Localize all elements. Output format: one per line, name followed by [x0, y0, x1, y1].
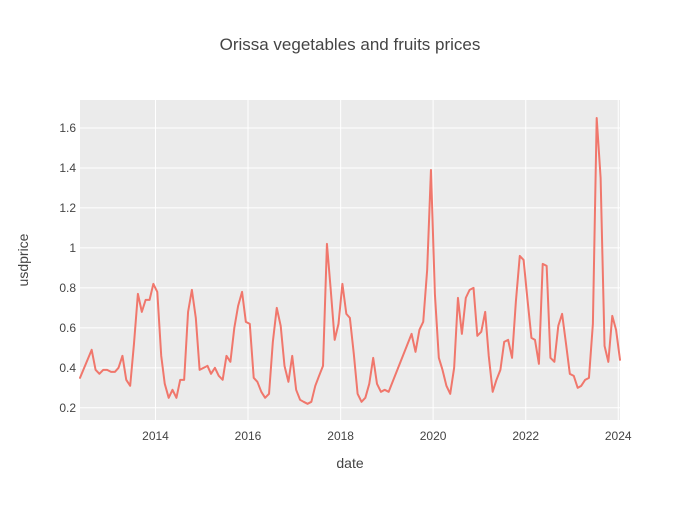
- tick-labels: 0.2 0.4 0.6 0.8 1 1.2 1.4 1.6 2014 2016 2018 2020 20…: [59, 121, 632, 443]
- y-tick-label: 1.6: [59, 121, 76, 135]
- x-axis-title: date: [336, 455, 363, 471]
- y-tick-label: 1.2: [59, 201, 76, 215]
- series-layer: [79, 116, 621, 405]
- y-tick-label: 0.4: [59, 361, 76, 375]
- price-series-line: [79, 116, 621, 405]
- x-tick-label: 2024: [605, 429, 632, 443]
- x-tick-label: 2014: [142, 429, 169, 443]
- y-tick-label: 0.6: [59, 321, 76, 335]
- y-tick-label: 1: [69, 241, 76, 255]
- plot-area: [80, 100, 620, 420]
- chart-title: Orissa vegetables and fruits prices: [220, 35, 481, 54]
- x-tick-label: 2020: [420, 429, 447, 443]
- x-tick-label: 2016: [235, 429, 262, 443]
- x-tick-label: 2022: [512, 429, 539, 443]
- x-tick-label: 2018: [327, 429, 354, 443]
- y-axis-title: usdprice: [15, 233, 31, 286]
- y-tick-label: 0.8: [59, 281, 76, 295]
- y-tick-label: 1.4: [59, 161, 76, 175]
- y-tick-label: 0.2: [59, 401, 76, 415]
